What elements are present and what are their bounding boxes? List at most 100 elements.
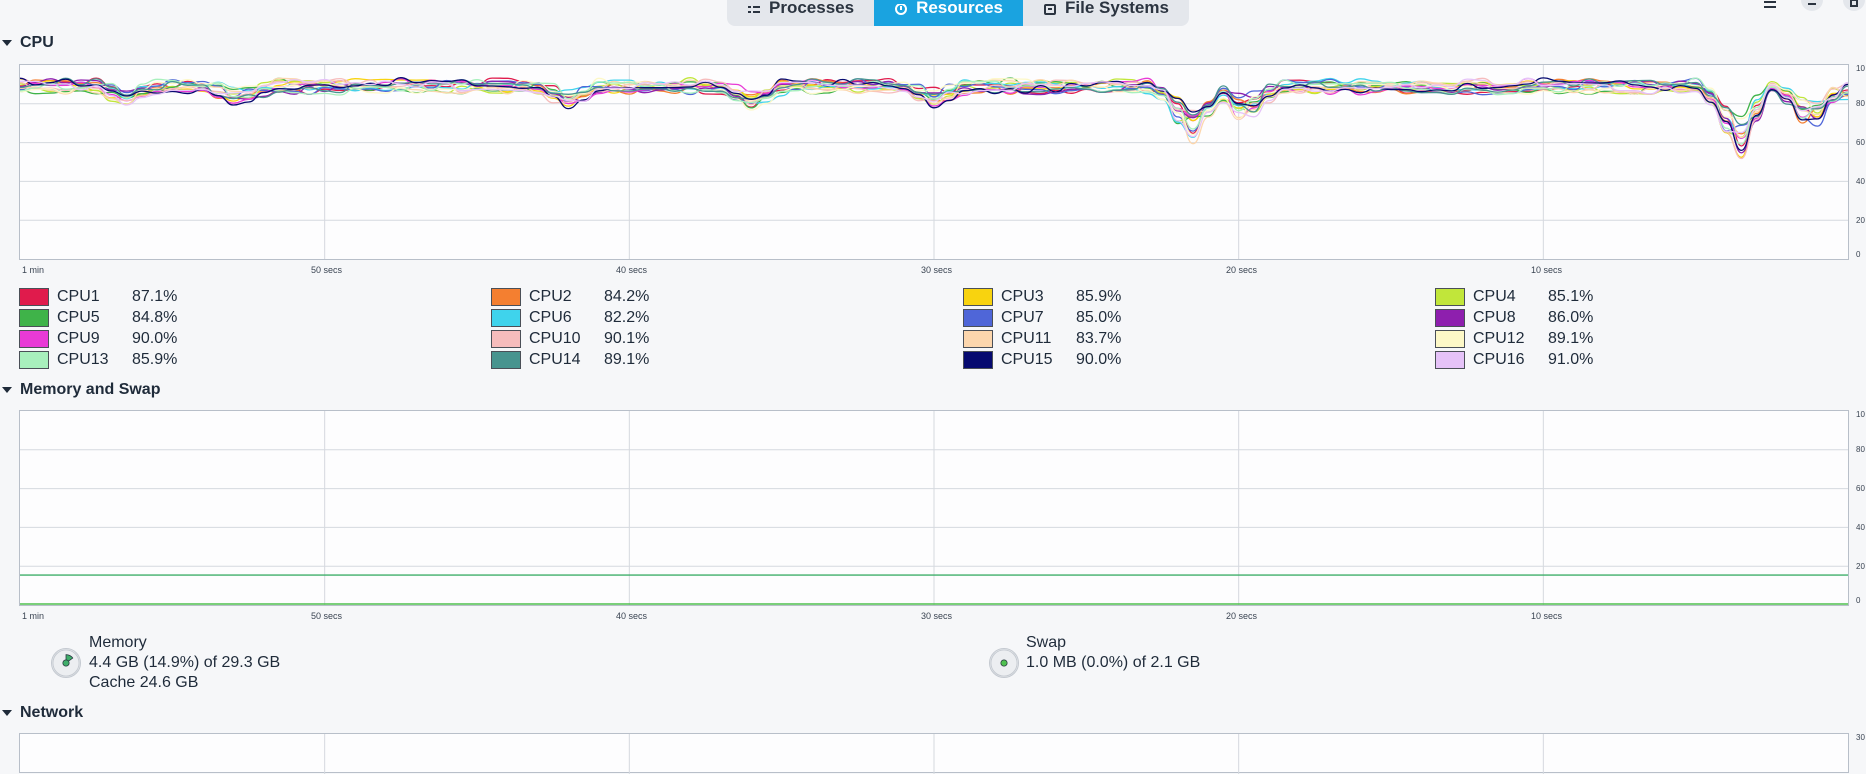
color-swatch[interactable] bbox=[19, 330, 49, 348]
cpu-usage-value: 91.0% bbox=[1548, 351, 1594, 368]
cpu-series-line bbox=[20, 77, 1848, 138]
cpu-series-line bbox=[20, 77, 1848, 136]
cpu-section-title: CPU bbox=[20, 34, 54, 51]
memory-history-graph bbox=[19, 410, 1849, 606]
color-swatch[interactable] bbox=[491, 309, 521, 327]
color-swatch[interactable] bbox=[963, 330, 993, 348]
swap-label: Swap bbox=[1026, 634, 1067, 651]
x-tick: 50 secs bbox=[311, 611, 343, 621]
color-swatch[interactable] bbox=[19, 288, 49, 306]
cpu-name: CPU8 bbox=[1473, 309, 1516, 326]
cpu-name: CPU1 bbox=[57, 288, 100, 305]
cpu-usage-value: 89.1% bbox=[1548, 330, 1594, 347]
y-tick: 20 bbox=[1856, 216, 1865, 225]
color-swatch[interactable] bbox=[19, 351, 49, 369]
cpu-legend-item: CPU9 90.0% bbox=[19, 329, 177, 349]
cpu-usage-value: 85.0% bbox=[1076, 309, 1122, 326]
color-swatch[interactable] bbox=[963, 288, 993, 306]
cpu-usage-value: 85.9% bbox=[132, 351, 178, 368]
cpu-legend-item: CPU16 91.0% bbox=[1435, 350, 1593, 370]
cpu-legend-item: CPU15 90.0% bbox=[963, 350, 1121, 370]
tab-resources-label: Resources bbox=[916, 0, 1004, 17]
memory-label: Memory bbox=[89, 634, 147, 651]
cpu-usage-value: 86.0% bbox=[1548, 309, 1594, 326]
tab-file-systems[interactable]: File Systems bbox=[1023, 0, 1189, 26]
y-tick: 10 bbox=[1856, 410, 1865, 419]
cpu-history-graph bbox=[19, 64, 1849, 260]
x-tick: 1 min bbox=[22, 265, 45, 275]
cpu-name: CPU14 bbox=[529, 351, 581, 368]
color-swatch[interactable] bbox=[1435, 288, 1465, 306]
cpu-legend-item: CPU2 84.2% bbox=[491, 287, 649, 307]
cpu-name: CPU2 bbox=[529, 288, 572, 305]
y-tick: 0 bbox=[1856, 596, 1861, 605]
cpu-usage-value: 85.9% bbox=[1076, 288, 1122, 305]
x-tick: 40 secs bbox=[616, 265, 648, 275]
cpu-usage-value: 84.8% bbox=[132, 309, 178, 326]
cpu-usage-value: 83.7% bbox=[1076, 330, 1122, 347]
memory-section-title: Memory and Swap bbox=[20, 381, 161, 398]
cpu-usage-value: 90.0% bbox=[1076, 351, 1122, 368]
window-controls bbox=[1758, 0, 1866, 14]
collapse-triangle-icon bbox=[2, 387, 12, 393]
color-swatch[interactable] bbox=[1435, 309, 1465, 327]
tab-file-systems-label: File Systems bbox=[1065, 0, 1169, 17]
tab-processes-label: Processes bbox=[769, 0, 855, 17]
swap-info: Swap 1.0 MB (0.0%) of 2.1 GB bbox=[1026, 633, 1200, 673]
color-swatch[interactable] bbox=[963, 351, 993, 369]
cpu-legend-item: CPU3 85.9% bbox=[963, 287, 1121, 307]
cpu-legend-item: CPU11 83.7% bbox=[963, 329, 1121, 349]
cpu-usage-value: 90.0% bbox=[132, 330, 178, 347]
menu-icon[interactable] bbox=[1758, 0, 1782, 12]
cpu-legend-item: CPU6 82.2% bbox=[491, 308, 649, 328]
minimize-icon[interactable] bbox=[1800, 0, 1824, 12]
memory-y-axis: 10 80 60 40 20 0 bbox=[1852, 410, 1866, 610]
x-tick: 30 secs bbox=[921, 611, 953, 621]
cpu-name: CPU15 bbox=[1001, 351, 1053, 368]
cpu-legend-item: CPU5 84.8% bbox=[19, 308, 177, 328]
y-tick: 40 bbox=[1856, 523, 1865, 532]
swap-pie-icon[interactable] bbox=[989, 648, 1019, 678]
cpu-legend-item: CPU14 89.1% bbox=[491, 350, 649, 370]
color-swatch[interactable] bbox=[491, 288, 521, 306]
cpu-legend-item: CPU4 85.1% bbox=[1435, 287, 1593, 307]
color-swatch[interactable] bbox=[491, 351, 521, 369]
color-swatch[interactable] bbox=[1435, 351, 1465, 369]
cpu-name: CPU3 bbox=[1001, 288, 1044, 305]
cpu-name: CPU10 bbox=[529, 330, 581, 347]
cpu-y-axis: 10 80 60 40 20 0 bbox=[1852, 64, 1866, 264]
list-icon bbox=[748, 6, 760, 13]
y-tick: 20 bbox=[1856, 562, 1865, 571]
memory-section-header[interactable]: Memory and Swap bbox=[0, 381, 160, 399]
y-tick: 60 bbox=[1856, 484, 1865, 493]
y-tick: 60 bbox=[1856, 138, 1865, 147]
cpu-series-line bbox=[20, 77, 1848, 126]
x-tick: 10 secs bbox=[1531, 265, 1563, 275]
maximize-icon[interactable] bbox=[1842, 0, 1866, 12]
cpu-name: CPU7 bbox=[1001, 309, 1044, 326]
y-tick: 30 bbox=[1856, 733, 1865, 742]
cpu-x-axis: 1 min 50 secs 40 secs 30 secs 20 secs 10… bbox=[19, 265, 1849, 277]
swap-usage: 1.0 MB (0.0%) of 2.1 GB bbox=[1026, 654, 1201, 671]
cpu-series-line bbox=[20, 77, 1848, 145]
network-section-title: Network bbox=[20, 704, 84, 721]
tab-resources[interactable]: Resources bbox=[874, 0, 1024, 26]
x-tick: 20 secs bbox=[1226, 611, 1258, 621]
cpu-section-header[interactable]: CPU bbox=[0, 34, 54, 52]
x-tick: 50 secs bbox=[311, 265, 343, 275]
x-tick: 40 secs bbox=[616, 611, 648, 621]
memory-usage: 4.4 GB (14.9%) of 29.3 GB bbox=[89, 654, 281, 671]
memory-pie-icon[interactable] bbox=[51, 648, 81, 678]
memory-info: Memory 4.4 GB (14.9%) of 29.3 GB Cache 2… bbox=[89, 633, 280, 693]
cpu-legend-item: CPU13 85.9% bbox=[19, 350, 177, 370]
cpu-usage-value: 89.1% bbox=[604, 351, 650, 368]
color-swatch[interactable] bbox=[963, 309, 993, 327]
color-swatch[interactable] bbox=[1435, 330, 1465, 348]
x-tick: 1 min bbox=[22, 611, 45, 621]
color-swatch[interactable] bbox=[491, 330, 521, 348]
color-swatch[interactable] bbox=[19, 309, 49, 327]
cpu-series-line bbox=[20, 77, 1848, 152]
network-section-header[interactable]: Network bbox=[0, 704, 83, 722]
collapse-triangle-icon bbox=[2, 710, 12, 716]
tab-processes[interactable]: Processes bbox=[727, 0, 874, 26]
